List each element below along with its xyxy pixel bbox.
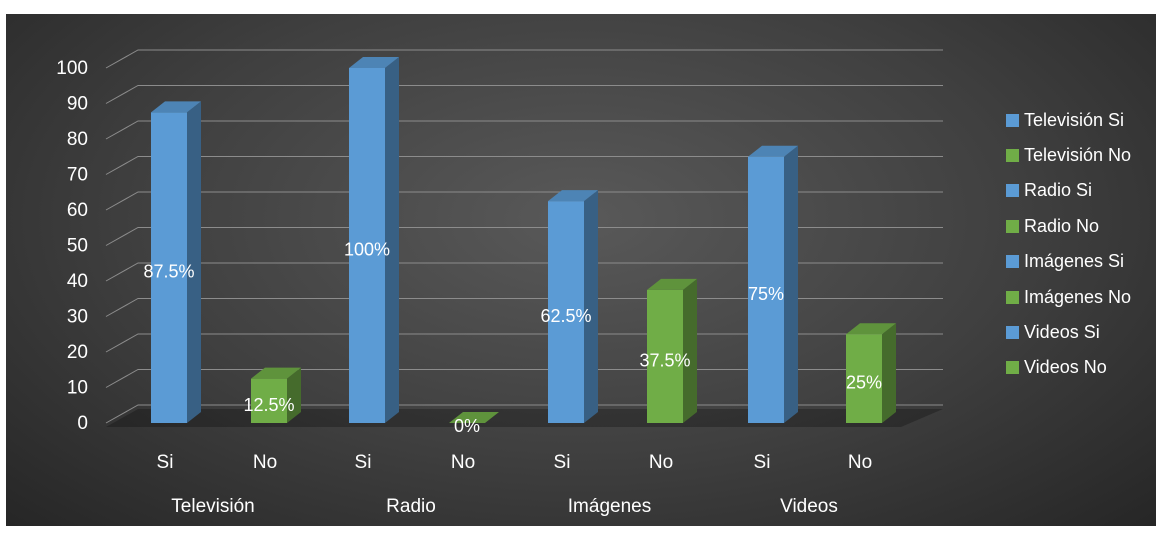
bar-side bbox=[882, 323, 896, 423]
x-tick-label: Si bbox=[157, 452, 174, 473]
x-tick-label: Si bbox=[754, 452, 771, 473]
y-tick-label: 0 bbox=[77, 413, 88, 434]
bar-side bbox=[784, 145, 798, 423]
legend-item: Radio No bbox=[1006, 215, 1099, 237]
gridline bbox=[105, 298, 943, 317]
legend-label: Televisión No bbox=[1024, 144, 1132, 165]
legend-label: Televisión Si bbox=[1024, 109, 1125, 130]
bar-side bbox=[385, 57, 399, 423]
legend-item: Imágenes No bbox=[1006, 286, 1131, 308]
data-label: 0% bbox=[454, 416, 480, 436]
group-label: Videos bbox=[780, 496, 838, 517]
legend-label: Radio Si bbox=[1024, 180, 1093, 201]
bar bbox=[349, 68, 385, 423]
gridline bbox=[105, 85, 943, 104]
group-label: Imágenes bbox=[568, 496, 651, 517]
bar-side bbox=[187, 101, 201, 423]
bar bbox=[748, 156, 784, 423]
bar bbox=[647, 289, 683, 423]
bar bbox=[151, 112, 187, 423]
data-label: 12.5% bbox=[243, 395, 294, 415]
legend-swatch bbox=[1006, 361, 1019, 375]
x-tick-label: No bbox=[451, 452, 475, 473]
x-tick-label: Si bbox=[355, 452, 372, 473]
legend-swatch bbox=[1006, 325, 1019, 339]
bar bbox=[548, 201, 584, 423]
bar-top bbox=[151, 101, 201, 113]
legend-label: Videos No bbox=[1024, 357, 1107, 378]
legend-item: Videos No bbox=[1006, 357, 1107, 379]
bar-chart: 0 10 20 30 40 50 60 70 80 90 100 87.5% Si 12.5% No Tele… bbox=[56, 49, 943, 517]
data-label: 75% bbox=[748, 284, 784, 304]
legend-swatch bbox=[1006, 290, 1019, 304]
legend-swatch bbox=[1006, 255, 1019, 269]
legend-item: Radio Si bbox=[1006, 180, 1092, 202]
gridline bbox=[105, 369, 943, 388]
bar-side bbox=[584, 190, 598, 423]
legend-label: Radio No bbox=[1024, 215, 1100, 236]
gridline bbox=[105, 191, 943, 211]
floor bbox=[106, 409, 943, 427]
x-tick-label: No bbox=[253, 452, 277, 473]
gridline bbox=[105, 227, 943, 246]
gridline bbox=[105, 120, 943, 140]
bar-top bbox=[449, 412, 499, 423]
bar-top bbox=[251, 367, 301, 379]
legend-item: Imágenes Si bbox=[1006, 251, 1124, 273]
bar-side bbox=[683, 278, 697, 423]
data-label: 100% bbox=[344, 240, 390, 260]
bar-top bbox=[349, 57, 399, 68]
gridline bbox=[105, 156, 943, 175]
x-tick-label: Si bbox=[554, 452, 571, 473]
y-tick-label: 80 bbox=[67, 129, 88, 150]
data-label: 37.5% bbox=[639, 350, 690, 370]
y-tick-label: 30 bbox=[67, 307, 88, 328]
bar-side bbox=[287, 367, 301, 423]
x-tick-label: No bbox=[848, 452, 872, 473]
bar-top bbox=[647, 278, 697, 290]
data-label: 87.5% bbox=[143, 262, 194, 282]
legend-label: Imágenes No bbox=[1024, 286, 1132, 307]
gridline bbox=[105, 333, 943, 353]
bar-top bbox=[748, 145, 798, 157]
y-tick-label: 70 bbox=[67, 165, 88, 186]
y-tick-label: 90 bbox=[67, 94, 88, 115]
group-label: Televisión bbox=[171, 496, 254, 517]
gridline bbox=[105, 49, 943, 69]
y-tick-label: 20 bbox=[67, 342, 88, 363]
legend-swatch bbox=[1006, 148, 1019, 162]
bar-top bbox=[846, 323, 896, 335]
group-label: Radio bbox=[386, 496, 436, 517]
legend-label: Videos Si bbox=[1024, 321, 1100, 342]
y-tick-label: 40 bbox=[67, 271, 88, 292]
data-label: 62.5% bbox=[540, 306, 591, 326]
data-label: 25% bbox=[846, 373, 882, 393]
y-tick-label: 100 bbox=[56, 58, 88, 79]
legend-swatch bbox=[1006, 219, 1019, 233]
legend-item: Videos Si bbox=[1006, 321, 1100, 343]
legend-label: Imágenes Si bbox=[1024, 251, 1125, 272]
bar-top bbox=[548, 190, 598, 202]
y-tick-label: 50 bbox=[67, 236, 88, 257]
y-tick-label: 60 bbox=[67, 200, 88, 221]
y-tick-label: 10 bbox=[67, 378, 88, 399]
x-tick-label: No bbox=[649, 452, 673, 473]
bar bbox=[251, 378, 287, 423]
legend-item: Televisión No bbox=[1006, 144, 1131, 166]
bar bbox=[846, 334, 882, 423]
gridline bbox=[105, 262, 943, 282]
legend-swatch bbox=[1006, 184, 1019, 198]
chart-area: 0 10 20 30 40 50 60 70 80 90 100 87.5% Si 12.5% No Tele… bbox=[6, 14, 1156, 526]
legend-item: Televisión Si bbox=[1006, 109, 1124, 131]
legend-swatch bbox=[1006, 113, 1019, 127]
